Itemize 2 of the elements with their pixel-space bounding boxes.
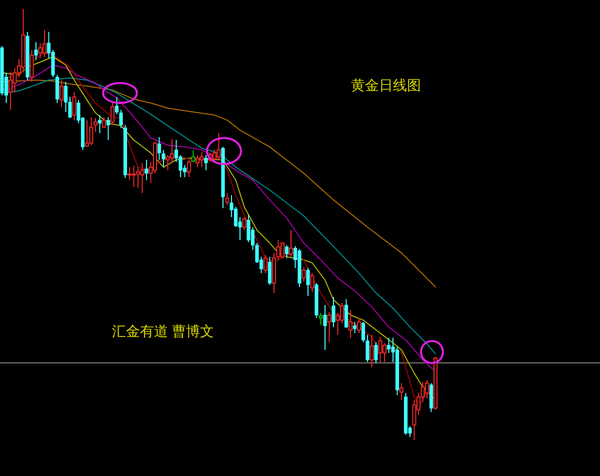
annotation: 汇金有道 曹博文 xyxy=(112,323,214,339)
title: 黄金日线图 xyxy=(351,77,421,93)
